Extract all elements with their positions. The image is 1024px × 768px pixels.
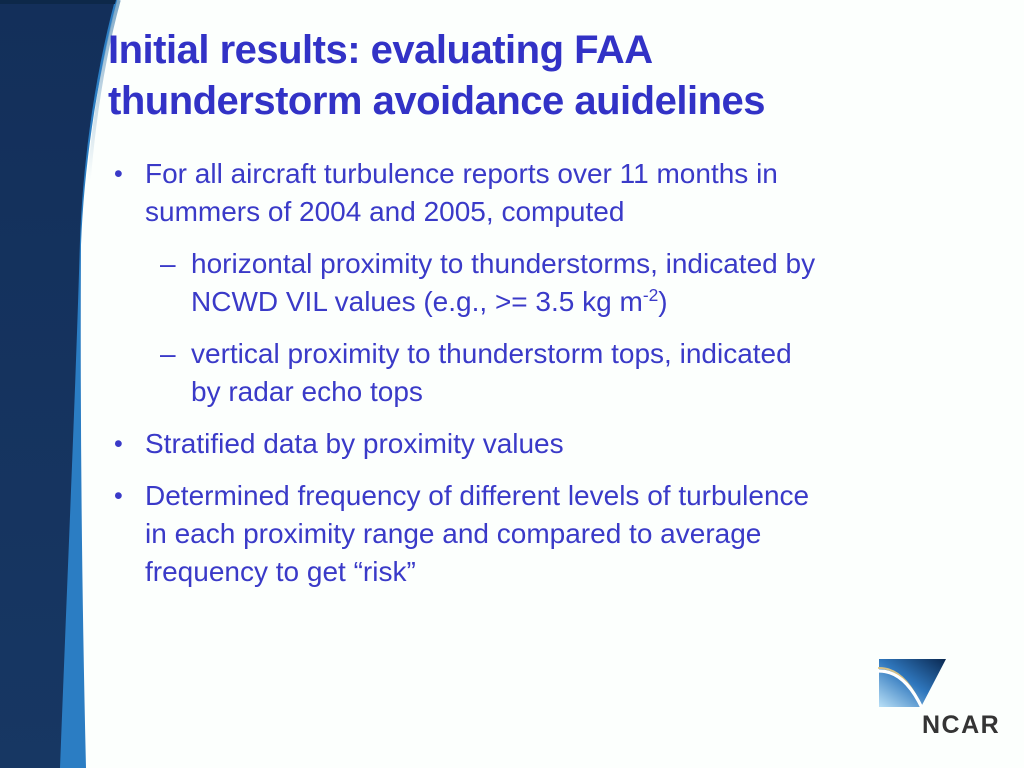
- superscript-exponent: -2: [642, 285, 659, 306]
- slide-title-line1: Initial results: evaluating FAA: [108, 28, 653, 72]
- dash-bullet-icon: –: [160, 248, 176, 279]
- bullet-item: • Determined frequency of different leve…: [108, 477, 968, 591]
- bullet-line: For all aircraft turbulence reports over…: [145, 158, 778, 189]
- bullet-line: summers of 2004 and 2005, computed: [145, 196, 625, 227]
- bullet-line: NCWD VIL values (e.g., >= 3.5 kg m-2): [191, 283, 968, 321]
- ncar-logo: NCAR: [878, 655, 1024, 755]
- bullet-item: • For all aircraft turbulence reports ov…: [108, 155, 968, 231]
- dash-bullet-icon: –: [160, 338, 176, 369]
- bullet-dot-icon: •: [114, 160, 123, 188]
- sub-bullet-item: – vertical proximity to thunderstorm top…: [108, 335, 968, 411]
- bullet-line: in each proximity range and compared to …: [145, 518, 762, 549]
- bullet-item: • Stratified data by proximity values: [108, 425, 968, 463]
- bullet-line-text: NCWD VIL values (e.g., >= 3.5 kg m: [191, 286, 643, 317]
- band-edge-sliver: [87, 0, 121, 181]
- ncar-logo-mark-icon: [878, 659, 946, 709]
- bullet-line: Stratified data by proximity values: [145, 428, 564, 459]
- ncar-logo-text: NCAR: [922, 711, 1001, 739]
- bullet-line: vertical proximity to thunderstorm tops,…: [191, 338, 792, 369]
- bullet-dot-icon: •: [114, 430, 123, 458]
- bullet-dot-icon: •: [114, 482, 123, 510]
- sub-bullet-item: – horizontal proximity to thunderstorms,…: [108, 245, 968, 321]
- bullet-line: Determined frequency of different levels…: [145, 480, 810, 511]
- slide-title-line2: thunderstorm avoidance auidelines: [108, 79, 766, 123]
- slide-body: • For all aircraft turbulence reports ov…: [108, 155, 968, 605]
- bullet-line: frequency to get “risk”: [145, 556, 416, 587]
- slide-title: Initial results: evaluating FAA thunders…: [108, 25, 988, 127]
- bullet-line: horizontal proximity to thunderstorms, i…: [191, 248, 816, 279]
- bullet-line: by radar echo tops: [191, 376, 423, 407]
- band-navy-shape: [0, 0, 115, 768]
- bullet-line-text: ): [658, 286, 668, 317]
- band-top-line: [0, 0, 116, 4]
